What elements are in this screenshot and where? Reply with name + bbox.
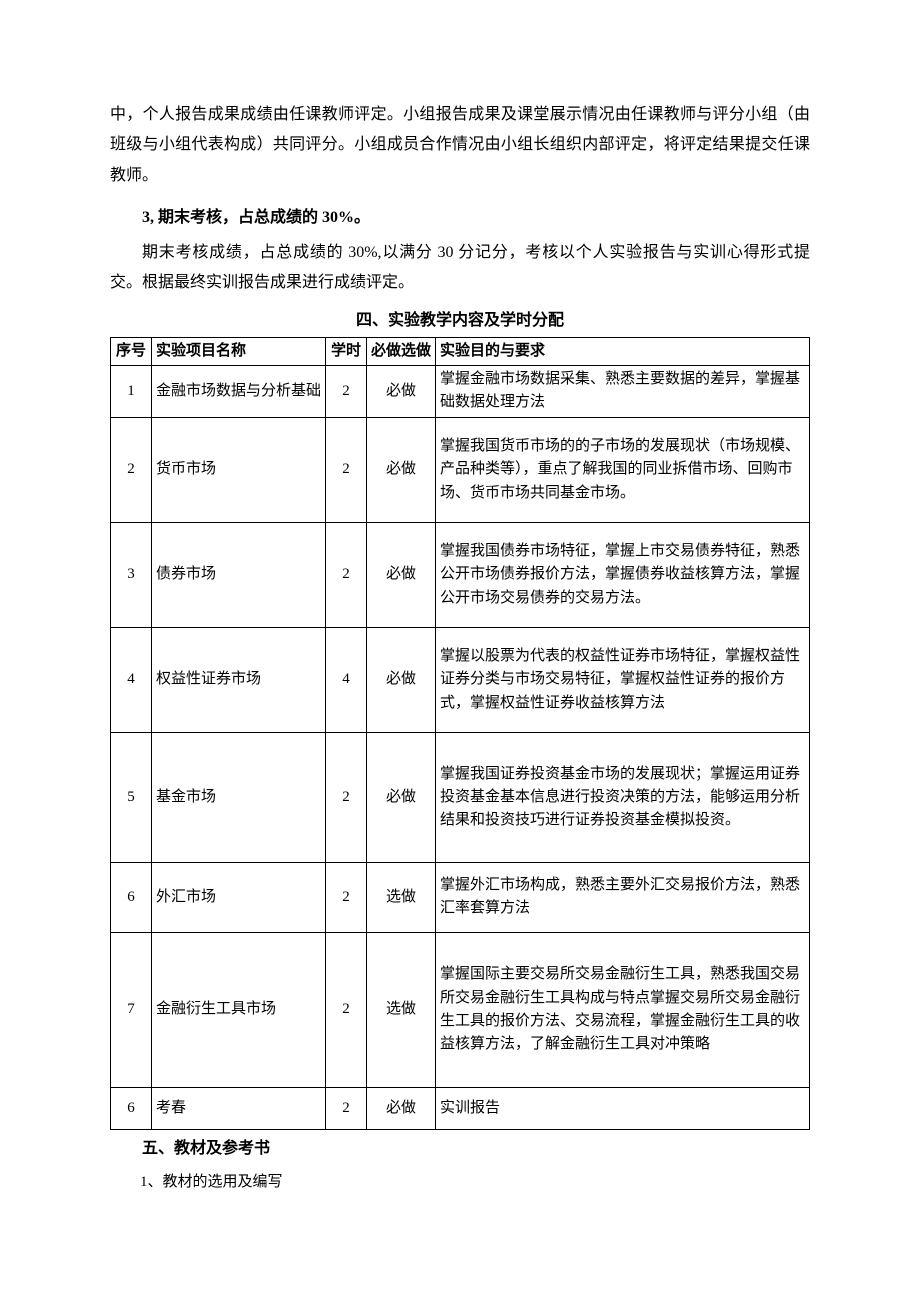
cell-obj: 掌握我国货币市场的的子市场的发展现状（市场规模、产品种类等），重点了解我国的同业… <box>436 417 810 522</box>
th-name: 实验项目名称 <box>152 337 326 365</box>
experiment-schedule-table: 序号 实验项目名称 学时 必做选做 实验目的与要求 1金融市场数据与分析基础2必… <box>110 337 810 1130</box>
table-row: 1金融市场数据与分析基础2必做掌握金融市场数据采集、熟悉主要数据的差异，掌握基础… <box>111 365 810 417</box>
paragraph-continuation: 中，个人报告成果成绩由任课教师评定。小组报告成果及课堂展示情况由任课教师与评分小… <box>110 100 810 191</box>
cell-seq: 6 <box>111 1087 152 1129</box>
cell-name: 考春 <box>152 1087 326 1129</box>
cell-seq: 7 <box>111 932 152 1087</box>
cell-req: 选做 <box>367 932 436 1087</box>
cell-name: 金融衍生工具市场 <box>152 932 326 1087</box>
cell-obj: 掌握金融市场数据采集、熟悉主要数据的差异，掌握基础数据处理方法 <box>436 365 810 417</box>
cell-obj: 掌握国际主要交易所交易金融衍生工具，熟悉我国交易所交易金融衍生工具构成与特点掌握… <box>436 932 810 1087</box>
table-row: 5基金市场2必做掌握我国证券投资基金市场的发展现状；掌握运用证券投资基金基本信息… <box>111 732 810 862</box>
th-req: 必做选做 <box>367 337 436 365</box>
cell-hours: 2 <box>326 417 367 522</box>
cell-seq: 3 <box>111 522 152 627</box>
cell-seq: 6 <box>111 862 152 932</box>
cell-hours: 2 <box>326 1087 367 1129</box>
cell-obj: 实训报告 <box>436 1087 810 1129</box>
cell-obj: 掌握我国债券市场特征，掌握上市交易债券特征，熟悉公开市场债券报价方法，掌握债券收… <box>436 522 810 627</box>
cell-req: 必做 <box>367 627 436 732</box>
cell-req: 选做 <box>367 862 436 932</box>
cell-hours: 2 <box>326 932 367 1087</box>
cell-obj: 掌握以股票为代表的权益性证券市场特征，掌握权益性证券分类与市场交易特征，掌握权益… <box>436 627 810 732</box>
table-row: 7金融衍生工具市场2选做掌握国际主要交易所交易金融衍生工具，熟悉我国交易所交易金… <box>111 932 810 1087</box>
cell-obj: 掌握我国证券投资基金市场的发展现状；掌握运用证券投资基金基本信息进行投资决策的方… <box>436 732 810 862</box>
table-row: 6外汇市场2选做掌握外汇市场构成，熟悉主要外汇交易报价方法，熟悉汇率套算方法 <box>111 862 810 932</box>
cell-hours: 2 <box>326 732 367 862</box>
cell-seq: 1 <box>111 365 152 417</box>
cell-name: 债券市场 <box>152 522 326 627</box>
cell-req: 必做 <box>367 365 436 417</box>
table-header-row: 序号 实验项目名称 学时 必做选做 实验目的与要求 <box>111 337 810 365</box>
cell-req: 必做 <box>367 417 436 522</box>
cell-name: 货币市场 <box>152 417 326 522</box>
section-5-title: 五、教材及参考书 <box>110 1134 810 1164</box>
cell-name: 金融市场数据与分析基础 <box>152 365 326 417</box>
table-row: 6考春2必做实训报告 <box>111 1087 810 1129</box>
table-row: 3债券市场2必做掌握我国债券市场特征，掌握上市交易债券特征，熟悉公开市场债券报价… <box>111 522 810 627</box>
cell-obj: 掌握外汇市场构成，熟悉主要外汇交易报价方法，熟悉汇率套算方法 <box>436 862 810 932</box>
heading-final-exam: 3, 期末考核，占总成绩的 30%。 <box>110 203 810 233</box>
sub-item-1: 1、教材的选用及编写 <box>110 1168 810 1197</box>
th-obj: 实验目的与要求 <box>436 337 810 365</box>
section-4-title: 四、实验教学内容及学时分配 <box>110 306 810 336</box>
cell-seq: 2 <box>111 417 152 522</box>
th-hours: 学时 <box>326 337 367 365</box>
cell-hours: 2 <box>326 862 367 932</box>
table-row: 2货币市场2必做掌握我国货币市场的的子市场的发展现状（市场规模、产品种类等），重… <box>111 417 810 522</box>
cell-hours: 2 <box>326 365 367 417</box>
cell-hours: 4 <box>326 627 367 732</box>
cell-hours: 2 <box>326 522 367 627</box>
cell-name: 基金市场 <box>152 732 326 862</box>
paragraph-final-exam-desc: 期末考核成绩，占总成绩的 30%,以满分 30 分记分，考核以个人实验报告与实训… <box>110 238 810 299</box>
table-row: 4权益性证券市场4必做掌握以股票为代表的权益性证券市场特征，掌握权益性证券分类与… <box>111 627 810 732</box>
cell-req: 必做 <box>367 1087 436 1129</box>
cell-name: 权益性证券市场 <box>152 627 326 732</box>
cell-req: 必做 <box>367 732 436 862</box>
table-body: 1金融市场数据与分析基础2必做掌握金融市场数据采集、熟悉主要数据的差异，掌握基础… <box>111 365 810 1129</box>
page-container: 中，个人报告成果成绩由任课教师评定。小组报告成果及课堂展示情况由任课教师与评分小… <box>0 0 920 1257</box>
cell-req: 必做 <box>367 522 436 627</box>
cell-name: 外汇市场 <box>152 862 326 932</box>
th-seq: 序号 <box>111 337 152 365</box>
cell-seq: 4 <box>111 627 152 732</box>
cell-seq: 5 <box>111 732 152 862</box>
